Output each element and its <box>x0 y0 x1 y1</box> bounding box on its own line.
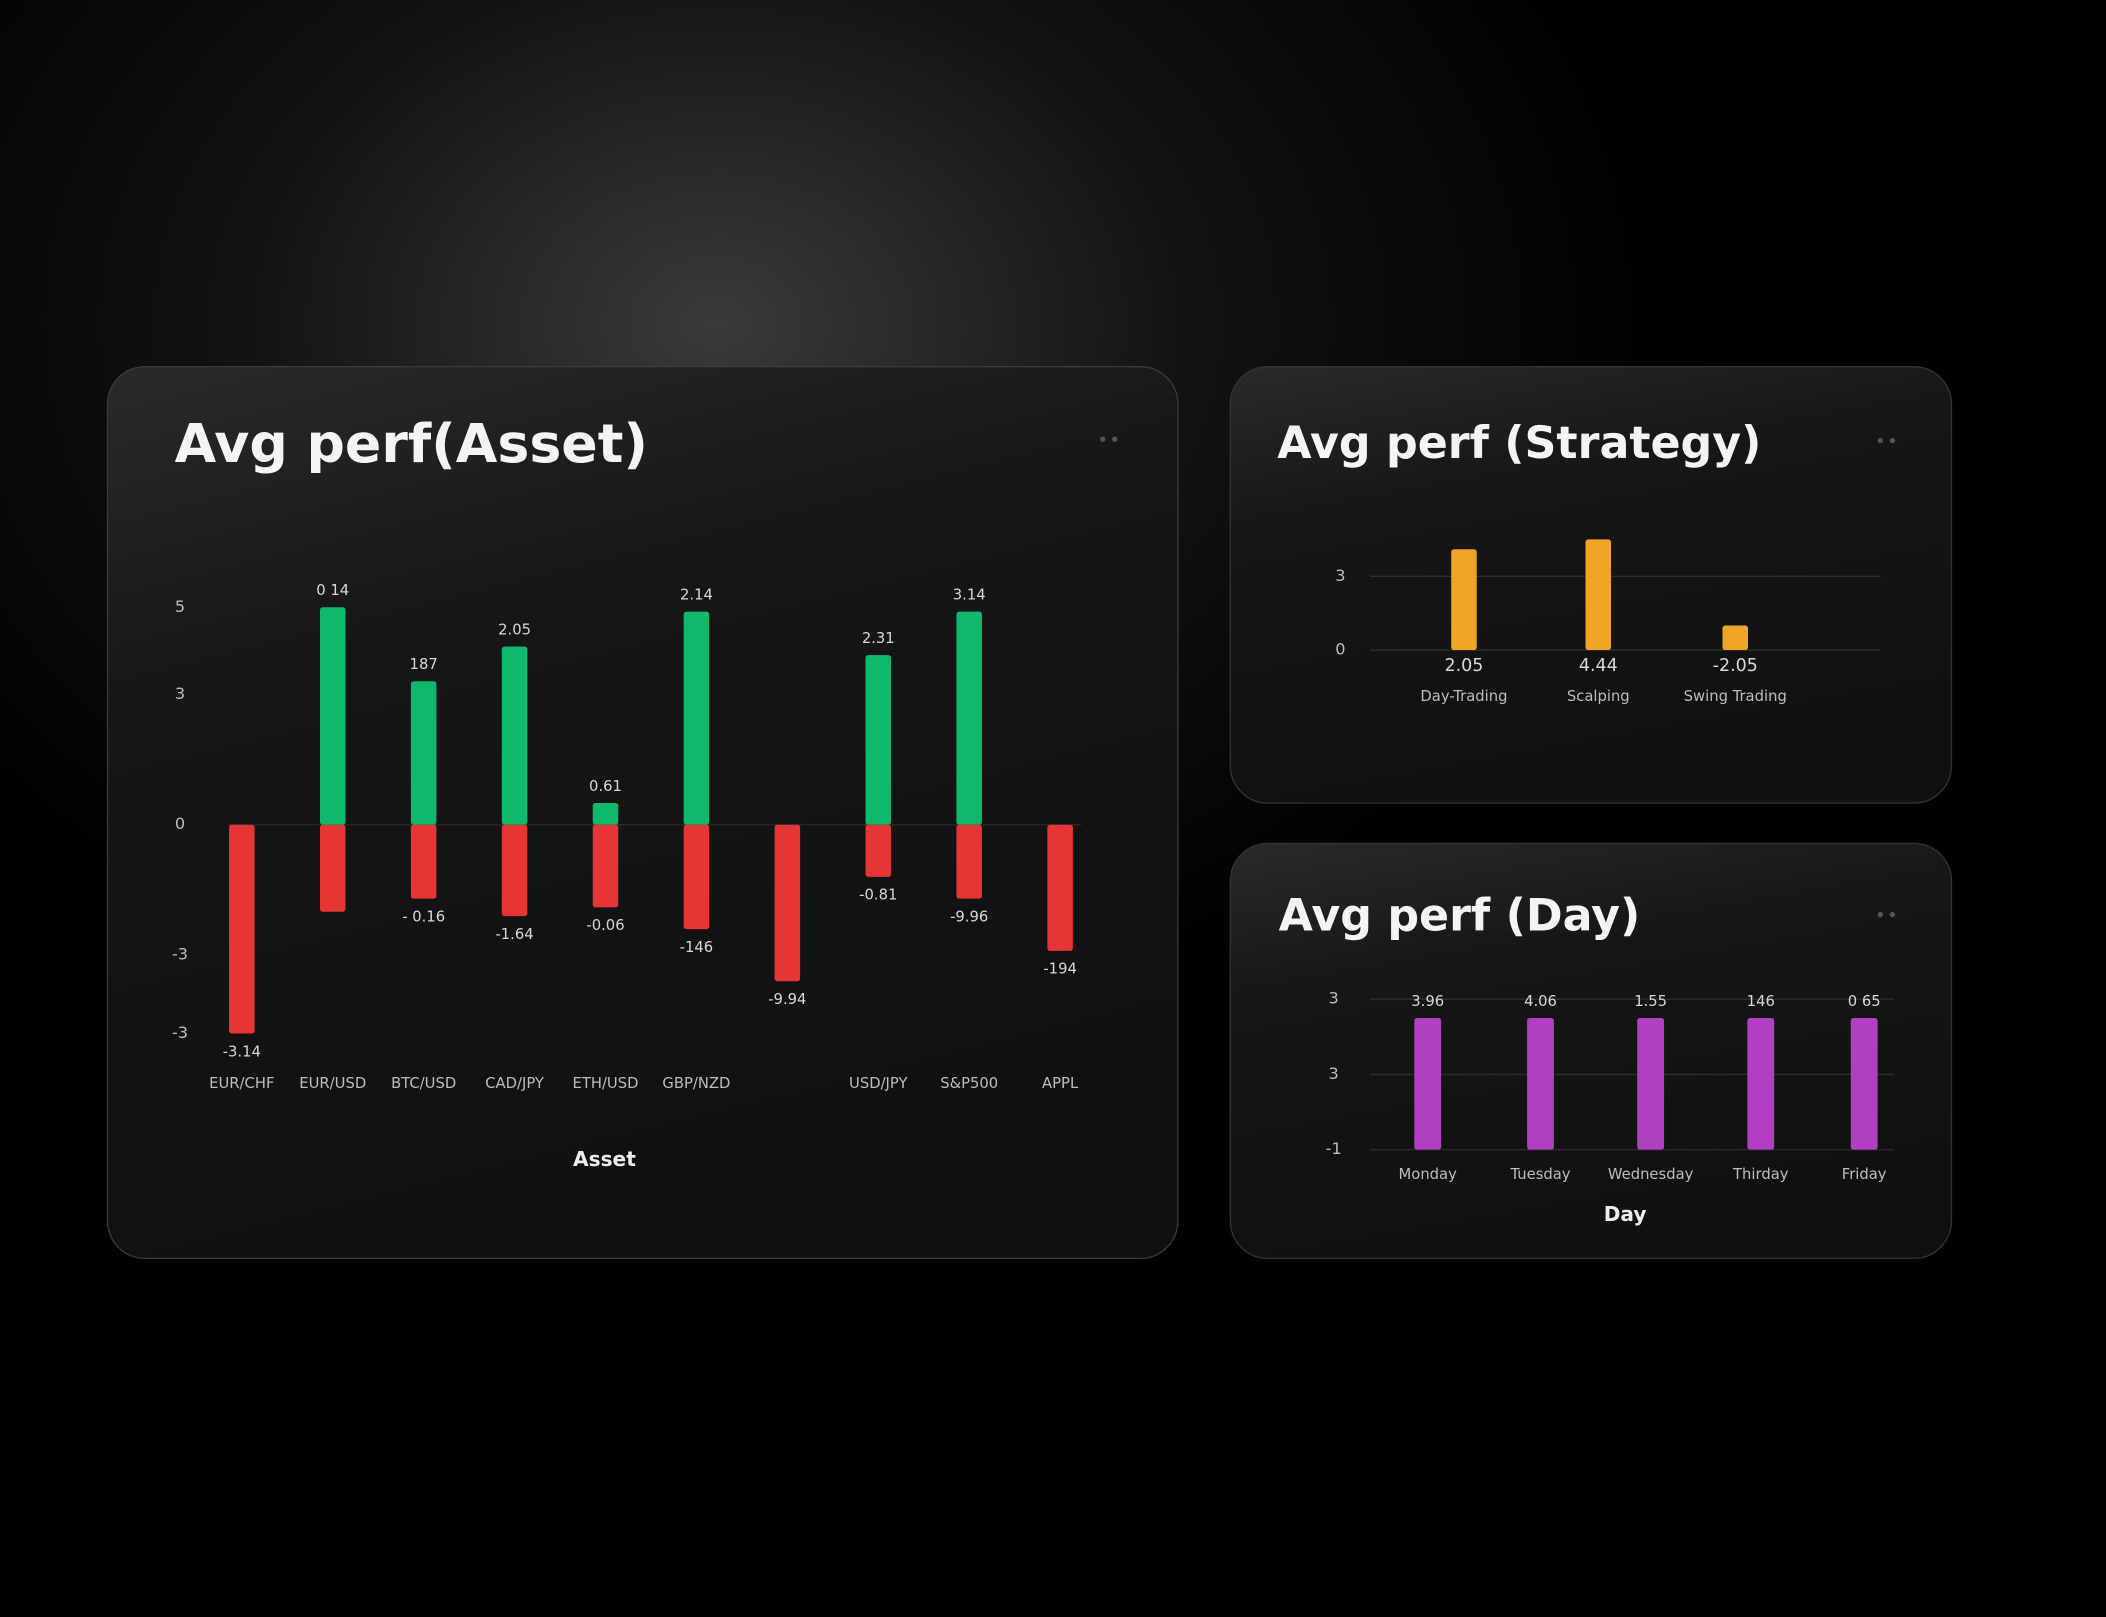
bar <box>683 611 710 825</box>
bar <box>410 824 437 899</box>
bar <box>683 824 710 930</box>
data-label: -3.14 <box>223 1043 261 1060</box>
bar <box>592 803 619 825</box>
bar <box>1527 1018 1554 1150</box>
data-label: 3.96 <box>1411 993 1444 1010</box>
bar <box>1414 1018 1442 1150</box>
chart-title: Avg perf (Strategy) <box>1277 418 1761 469</box>
bar <box>1722 625 1749 651</box>
bar <box>774 824 801 982</box>
data-label: - 0.16 <box>402 908 445 925</box>
x-tick-label: CAD/JPY <box>485 1075 545 1092</box>
bar <box>229 824 255 1034</box>
bar <box>1585 539 1612 651</box>
bar <box>1451 549 1477 651</box>
x-tick-label: USD/JPY <box>849 1075 908 1092</box>
data-label: 187 <box>410 656 438 673</box>
x-tick-label: GBP/NZD <box>662 1075 730 1092</box>
x-tick-label: Friday <box>1842 1166 1887 1183</box>
bar <box>1747 1018 1775 1150</box>
x-tick-label: Tuesday <box>1509 1166 1570 1183</box>
bar <box>865 824 892 877</box>
x-tick-label: Scalping <box>1567 688 1630 705</box>
y-tick-label: 0 <box>1335 640 1345 659</box>
data-label: 0 65 <box>1848 993 1881 1010</box>
day-panel <box>1229 842 1953 1260</box>
y-tick-label: 3 <box>1329 989 1339 1008</box>
y-tick-label: -3 <box>172 1023 188 1042</box>
x-axis-title: Day <box>1604 1202 1647 1226</box>
x-tick-label: Wednesday <box>1608 1166 1694 1183</box>
data-label: -0.06 <box>586 917 624 934</box>
data-label: -1.64 <box>495 926 533 943</box>
data-label: 2.05 <box>498 621 531 638</box>
x-tick-label: Thirday <box>1732 1166 1789 1183</box>
x-tick-label: BTC/USD <box>391 1075 456 1092</box>
bar <box>319 607 346 825</box>
x-tick-label: EUR/USD <box>299 1075 366 1092</box>
y-tick-label: -1 <box>1326 1139 1342 1158</box>
bar <box>501 646 528 825</box>
menu-dots[interactable] <box>1877 437 1896 444</box>
bar <box>501 824 528 917</box>
data-label: 0 14 <box>316 582 349 599</box>
data-label: -146 <box>680 939 714 956</box>
bar <box>956 824 982 899</box>
bar <box>1047 824 1073 951</box>
data-label: -9.94 <box>768 991 806 1008</box>
data-label: 146 <box>1747 993 1775 1010</box>
chart-title: Avg perf(Asset) <box>175 412 648 475</box>
data-label: -9.96 <box>950 908 988 925</box>
chart-title: Avg perf (Day) <box>1279 891 1641 942</box>
asset-panel <box>106 365 1179 1260</box>
data-label: 4.06 <box>1524 993 1557 1010</box>
bar <box>1637 1018 1665 1150</box>
data-label: 3.14 <box>953 587 986 604</box>
y-tick-label: 5 <box>175 597 185 616</box>
bar <box>410 681 437 825</box>
x-tick-label: S&P500 <box>940 1075 998 1092</box>
data-label: 1.55 <box>1634 993 1667 1010</box>
data-label: -0.81 <box>859 887 897 904</box>
y-tick-label: -3 <box>172 945 188 964</box>
menu-dots[interactable] <box>1877 911 1896 918</box>
data-label: 2.31 <box>862 630 895 647</box>
bar <box>956 611 982 825</box>
x-tick-label: Swing Trading <box>1684 688 1787 705</box>
bar <box>319 824 346 912</box>
bar <box>592 824 619 908</box>
data-label: -194 <box>1043 961 1077 978</box>
bar <box>865 655 892 825</box>
menu-dots[interactable] <box>1100 436 1118 442</box>
data-label: 0.61 <box>589 778 622 795</box>
x-tick-label: Day-Trading <box>1420 688 1507 705</box>
data-label: 4.44 <box>1579 656 1618 676</box>
x-axis-title: Asset <box>573 1147 636 1171</box>
x-tick-label: EUR/CHF <box>209 1075 274 1092</box>
data-label: 2.14 <box>680 587 713 604</box>
y-tick-label: 0 <box>175 814 185 833</box>
x-tick-label: ETH/USD <box>573 1075 639 1092</box>
y-tick-label: 3 <box>175 684 185 703</box>
y-tick-label: 3 <box>1335 566 1345 585</box>
data-label: -2.05 <box>1713 656 1758 676</box>
bar <box>1850 1018 1878 1150</box>
x-tick-label: APPL <box>1042 1075 1079 1092</box>
y-tick-label: 3 <box>1329 1064 1339 1083</box>
data-label: 2.05 <box>1445 656 1484 676</box>
x-tick-label: Monday <box>1399 1166 1458 1183</box>
